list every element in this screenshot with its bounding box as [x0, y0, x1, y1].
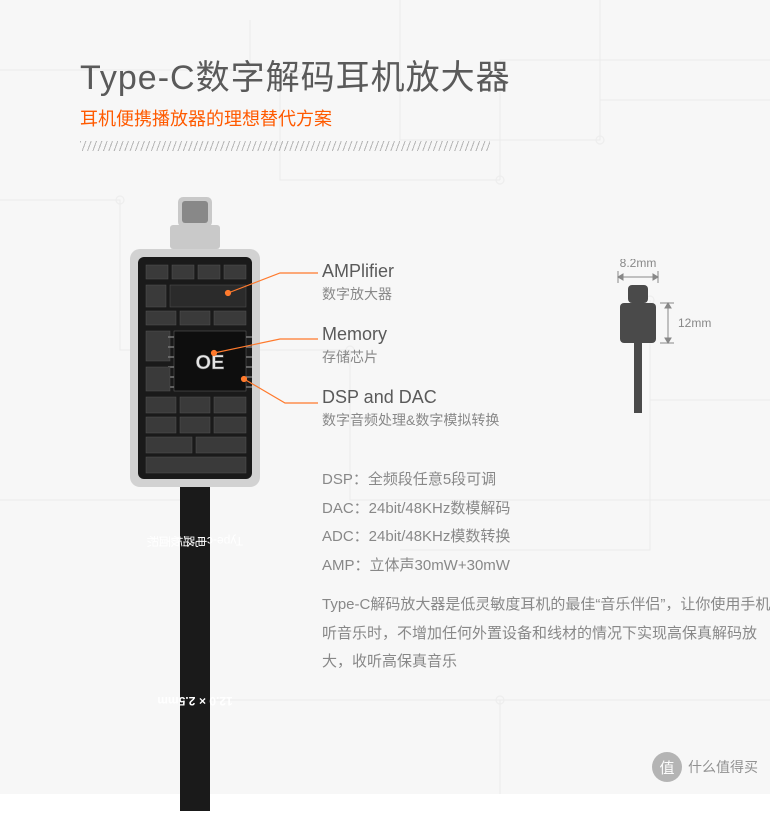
product-diagram: OE [80, 191, 770, 811]
spec-dac: DAC：24bit/48KHz数模解码 [322, 495, 770, 524]
watermark-badge: 值 [652, 752, 682, 782]
page-title: Type-C数字解码耳机放大器 [80, 50, 770, 99]
callout-title: DSP and DAC [322, 387, 642, 408]
device-illustration: OE [110, 191, 280, 811]
callout-subtitle: 存储芯片 [322, 347, 642, 367]
dim-height-label: 12mm [678, 316, 711, 330]
cable-label-2: 12.0×2.5mm [157, 694, 232, 708]
pcb-components: OE [146, 265, 252, 473]
callout-memory: Memory 存储芯片 [322, 324, 642, 367]
specifications-list: DSP：全频段任意5段可调 DAC：24bit/48KHz数模解码 ADC：24… [322, 466, 770, 580]
pcb-logo-text: OE [196, 352, 225, 374]
callout-title: Memory [322, 324, 642, 345]
dim-width-label: 8.2mm [620, 259, 657, 270]
callout-dsp-dac: DSP and DAC 数字音频处理&数字模拟转换 [322, 387, 642, 430]
callout-amplifier: AMPlifier 数字放大器 [322, 261, 642, 304]
page-subtitle: 耳机便携播放器的理想替代方案 [80, 105, 770, 131]
dimension-diagram: 8.2mm 12mm [600, 259, 710, 424]
callout-title: AMPlifier [322, 261, 642, 282]
cable-label-1: Type-c电路板面积 [146, 534, 243, 548]
spec-adc: ADC：24bit/48KHz模数转换 [322, 523, 770, 552]
watermark-text: 什么值得买 [688, 757, 758, 777]
callout-subtitle: 数字放大器 [322, 284, 642, 304]
usb-c-connector [170, 197, 220, 249]
component-callouts: AMPlifier 数字放大器 Memory 存储芯片 DSP and DAC … [322, 261, 642, 450]
spec-amp: AMP：立体声30mW+30mW [322, 552, 770, 581]
spec-dsp: DSP：全频段任意5段可调 [322, 466, 770, 495]
divider-hatch [80, 141, 490, 151]
callout-subtitle: 数字音频处理&数字模拟转换 [322, 410, 642, 430]
watermark: 值 什么值得买 [652, 752, 758, 782]
product-description: Type-C解码放大器是低灵敏度耳机的最佳“音乐伴侣”，让你使用手机听音乐时，不… [322, 591, 770, 677]
